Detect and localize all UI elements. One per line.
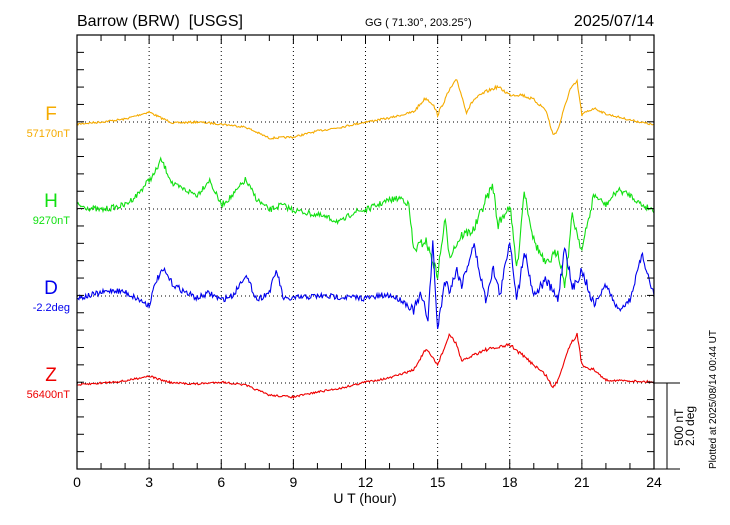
x-tick-label: 3 (145, 474, 153, 490)
series-baseline-D: -2.2deg (33, 302, 70, 314)
series-name-D: D (44, 278, 58, 299)
x-tick-label: 18 (502, 474, 518, 490)
traces (76, 78, 655, 400)
trace-D (76, 240, 655, 330)
x-tick-label: 24 (646, 474, 662, 490)
series-name-H: H (44, 191, 58, 212)
x-tick-label: 6 (217, 474, 225, 490)
series-name-F: F (45, 104, 57, 125)
series-baseline-Z: 56400nT (27, 389, 71, 401)
station-coordinates: GG ( 71.30°, 203.25°) (365, 17, 472, 29)
series-name-Z: Z (45, 365, 57, 386)
station-title: Barrow (BRW) [USGS] (77, 13, 243, 30)
x-tick-label: 9 (289, 474, 297, 490)
series-baseline-F: 57170nT (27, 128, 71, 140)
trace-Z (76, 332, 655, 400)
x-tick-label: 15 (430, 474, 446, 490)
x-tick-label: 0 (73, 474, 81, 490)
scale-bar: 500 nT 2.0 deg (654, 382, 697, 470)
x-axis-label: U T (hour) (333, 490, 396, 506)
trace-F (76, 78, 654, 140)
series-labels: F 57170nT H 9270nT D -2.2deg Z 56400nT (27, 104, 71, 401)
scale-deg: 2.0 deg (683, 406, 697, 446)
plotted-timestamp: Plotted at 2025/08/14 00:44 UT (708, 330, 719, 469)
plot-date: 2025/07/14 (574, 13, 654, 30)
series-baseline-H: 9270nT (33, 215, 71, 227)
x-tick-label: 21 (574, 474, 590, 490)
axis-ticks: 0 3 6 9 12 15 18 21 24 (73, 35, 662, 490)
trace-H (76, 156, 655, 288)
scale-nt: 500 nT (672, 408, 686, 446)
x-tick-label: 12 (358, 474, 374, 490)
